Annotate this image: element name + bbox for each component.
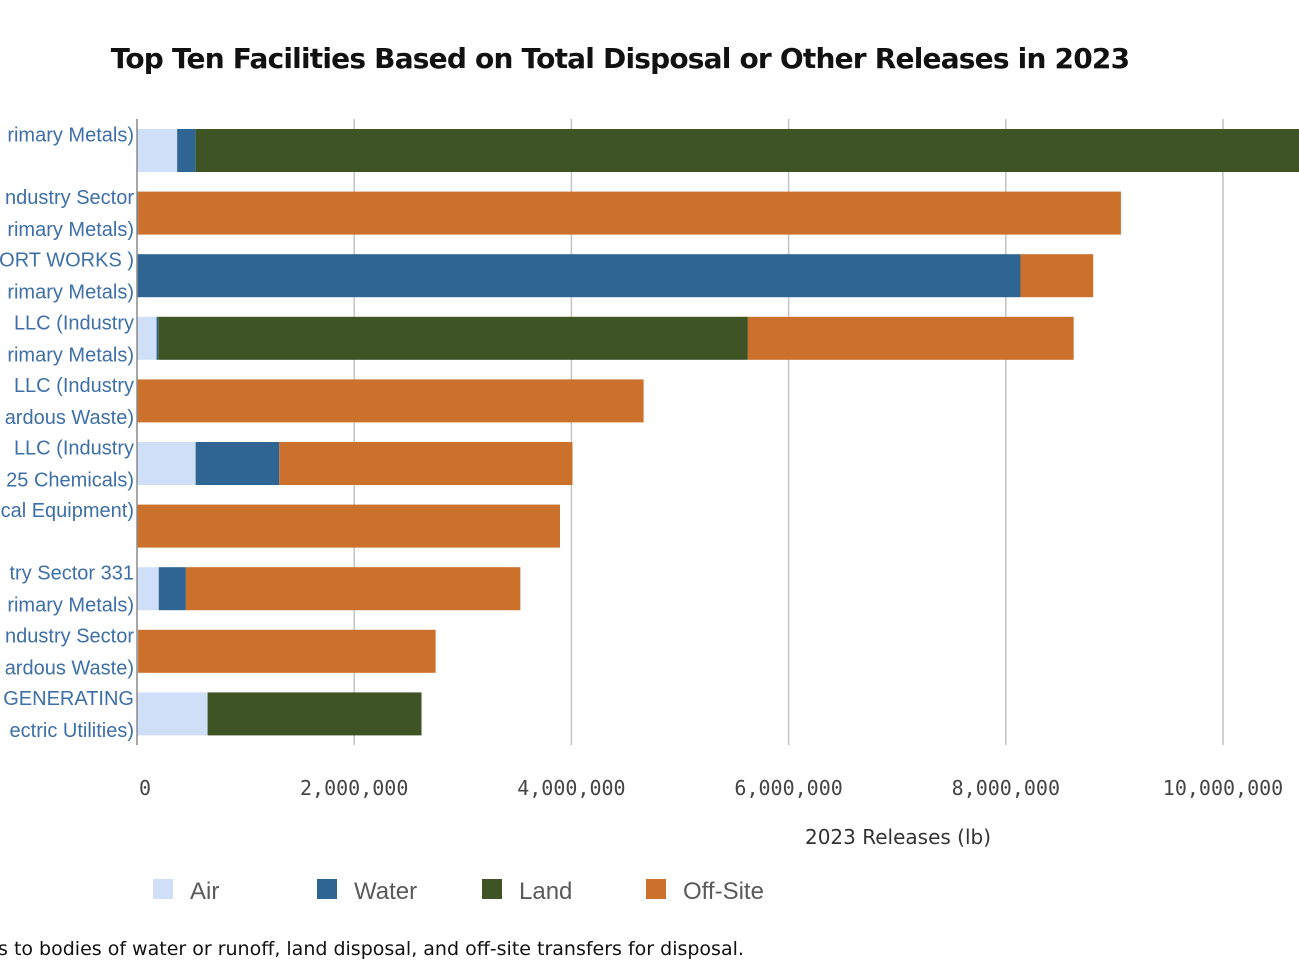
- category-label: rimary Metals): [7, 282, 134, 304]
- bar-segment-water[interactable]: [137, 191, 139, 235]
- category-label: rimary Metals): [7, 219, 134, 241]
- bar-segment-off-site[interactable]: [1020, 254, 1094, 298]
- legend-label: Land: [519, 878, 572, 905]
- legend: Air Water Land Off-Site: [153, 878, 764, 905]
- x-tick-label: 0: [139, 776, 151, 800]
- bar-segment-off-site[interactable]: [137, 379, 644, 423]
- legend-item-land[interactable]: Land: [482, 878, 572, 905]
- x-axis-title: 2023 Releases (lb): [805, 825, 991, 849]
- category-label: ectric Utilities): [10, 720, 134, 742]
- bar-segment-water[interactable]: [137, 254, 1021, 298]
- bar-segment-off-site[interactable]: [138, 191, 1121, 235]
- bar-segment-air[interactable]: [137, 316, 157, 360]
- category-label: ndustry Sector: [5, 187, 134, 209]
- bar-segment-off-site[interactable]: [138, 629, 436, 673]
- category-label: try Sector 331: [9, 563, 134, 585]
- bar-segment-water[interactable]: [158, 567, 186, 611]
- x-tick-label: 6,000,000: [734, 776, 842, 800]
- category-label: ORT WORKS ): [0, 250, 134, 272]
- legend-swatch: [153, 879, 173, 899]
- category-label: rimary Metals): [7, 344, 134, 366]
- legend-swatch: [482, 879, 502, 899]
- category-label: ndustry Sector: [5, 625, 134, 647]
- bar-segment-off-site[interactable]: [137, 504, 560, 548]
- x-tick-label: 10,000,000: [1163, 776, 1283, 800]
- bar-segment-air[interactable]: [137, 442, 196, 485]
- category-label: LLC (Industry: [14, 375, 134, 397]
- category-label: 25 Chemicals): [6, 470, 134, 492]
- chart-title: Top Ten Facilities Based on Total Dispos…: [110, 42, 1130, 75]
- legend-item-air[interactable]: Air: [153, 878, 219, 905]
- legend-label: Air: [190, 878, 219, 905]
- legend-swatch: [646, 879, 666, 899]
- legend-item-water[interactable]: Water: [317, 878, 417, 905]
- bar-segment-off-site[interactable]: [747, 316, 1074, 360]
- category-label: ardous Waste): [5, 657, 134, 679]
- bar-segment-off-site[interactable]: [185, 567, 521, 611]
- bar-segment-air[interactable]: [137, 692, 208, 736]
- axes: rimary Metals) ndustry Sector rimary Metal…: [0, 119, 1283, 849]
- legend-label: Water: [354, 878, 417, 905]
- category-label: LLC (Industry: [14, 312, 134, 334]
- footnote: s to bodies of water or runoff, land dis…: [0, 938, 744, 960]
- bar-segment-land[interactable]: [195, 129, 1299, 172]
- bar-segment-off-site[interactable]: [279, 442, 573, 485]
- category-label: LLC (Industry: [14, 438, 134, 460]
- category-label: rimary Metals): [7, 595, 134, 617]
- bar-segment-water[interactable]: [177, 129, 196, 172]
- bar-segment-water[interactable]: [195, 442, 280, 485]
- category-label: rimary Metals): [7, 125, 134, 147]
- bars: [137, 129, 1299, 736]
- category-label: ardous Waste): [5, 407, 134, 429]
- bar-segment-land[interactable]: [158, 316, 748, 360]
- legend-item-off-site[interactable]: Off-Site: [646, 878, 764, 905]
- x-tick-label: 4,000,000: [517, 776, 625, 800]
- category-label: cal Equipment): [1, 500, 134, 522]
- bar-segment-air[interactable]: [137, 129, 178, 172]
- legend-swatch: [317, 879, 337, 899]
- legend-label: Off-Site: [683, 878, 764, 905]
- category-label: GENERATING: [3, 688, 134, 710]
- x-tick-label: 8,000,000: [952, 776, 1060, 800]
- x-tick-label: 2,000,000: [300, 776, 408, 800]
- bar-segment-water[interactable]: [156, 316, 159, 360]
- bar-segment-land[interactable]: [207, 692, 422, 736]
- bar-segment-air[interactable]: [137, 567, 159, 611]
